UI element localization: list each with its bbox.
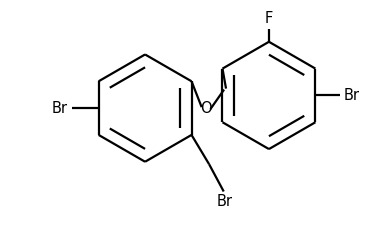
- Text: Br: Br: [51, 101, 67, 116]
- Text: Br: Br: [344, 88, 360, 103]
- Text: O: O: [200, 101, 211, 116]
- Text: Br: Br: [217, 194, 233, 209]
- Text: F: F: [265, 11, 273, 26]
